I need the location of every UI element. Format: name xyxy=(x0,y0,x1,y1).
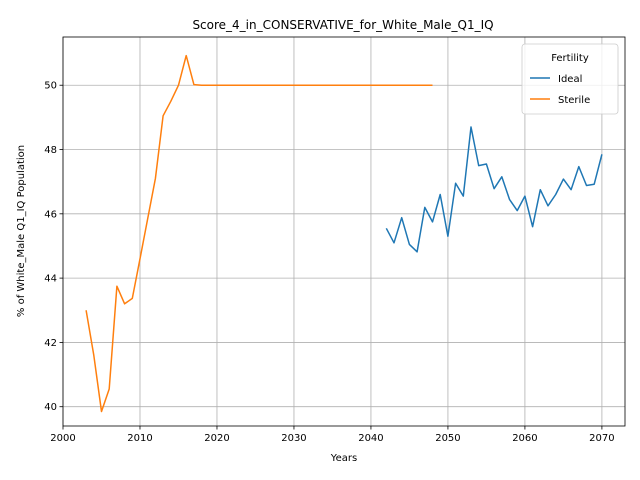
chart-title: Score_4_in_CONSERVATIVE_for_White_Male_Q… xyxy=(192,18,493,32)
grid xyxy=(62,37,625,426)
x-tick-label: 2060 xyxy=(512,433,537,444)
plot-frame xyxy=(62,36,626,427)
legend: Fertility Ideal Sterile xyxy=(521,43,619,115)
y-tick-label: 46 xyxy=(44,209,57,220)
x-tick-label: 2020 xyxy=(204,433,229,444)
x-tick-label: 2050 xyxy=(435,433,460,444)
y-tick-label: 44 xyxy=(44,274,57,285)
x-axis-ticks: 2000 2010 2020 2030 2040 2050 2060 2070 xyxy=(50,426,615,444)
series-line-ideal xyxy=(385,126,603,253)
y-tick-label: 50 xyxy=(44,81,57,92)
y-tick-label: 40 xyxy=(44,402,57,413)
x-axis-label: Years xyxy=(330,453,357,464)
x-tick-label: 2000 xyxy=(50,433,75,444)
y-tick-label: 48 xyxy=(44,145,57,156)
x-tick-label: 2070 xyxy=(589,433,614,444)
y-tick-label: 42 xyxy=(44,338,57,349)
x-tick-label: 2040 xyxy=(358,433,383,444)
x-tick-label: 2010 xyxy=(127,433,152,444)
legend-label-ideal: Ideal xyxy=(558,74,582,85)
x-tick-label: 2030 xyxy=(281,433,306,444)
y-axis-ticks: 40 42 44 46 48 50 xyxy=(44,81,63,413)
legend-box xyxy=(521,43,619,115)
legend-label-sterile: Sterile xyxy=(558,95,590,106)
series-group xyxy=(85,54,603,413)
y-axis-label: % of White_Male Q1_IQ Population xyxy=(16,145,27,317)
legend-title: Fertility xyxy=(551,53,589,64)
series-line-sterile xyxy=(85,54,433,413)
